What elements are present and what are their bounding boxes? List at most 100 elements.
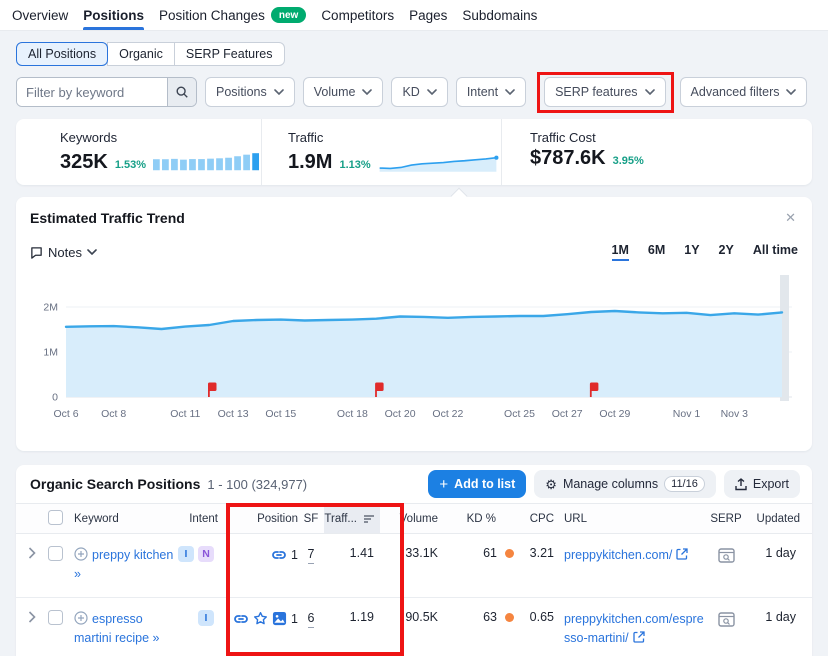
range-2y[interactable]: 2Y <box>718 243 734 257</box>
filter-dropdown-volume[interactable]: Volume <box>302 77 384 107</box>
traffic-pct-cell: 1.19 <box>349 609 374 624</box>
open-keyword-icon[interactable]: » <box>152 631 160 646</box>
note-flag-marker <box>375 382 384 397</box>
sf-value[interactable]: 7 <box>307 547 315 564</box>
metric-traffic[interactable]: Traffic 1.9M 1.13% <box>262 119 502 185</box>
view-serp-icon[interactable] <box>717 612 735 627</box>
svg-text:Oct 29: Oct 29 <box>599 408 630 420</box>
row-checkbox[interactable] <box>48 609 63 625</box>
chevron-down-icon <box>786 89 797 95</box>
view-serp-icon[interactable] <box>717 548 735 563</box>
add-keyword-icon[interactable] <box>74 547 88 561</box>
external-link-icon[interactable] <box>676 548 689 560</box>
external-link-icon[interactable] <box>632 631 645 643</box>
column-cpc[interactable]: CPC <box>529 512 554 525</box>
segment-all-positions[interactable]: All Positions <box>16 42 109 66</box>
sort-descending-icon <box>364 514 374 523</box>
metric-traffic-cost[interactable]: Traffic Cost $787.6K 3.95% <box>530 130 644 169</box>
intent-informational-badge[interactable]: I <box>198 609 214 626</box>
column-volume[interactable]: Volume <box>399 512 438 525</box>
expand-row-icon[interactable] <box>28 610 48 626</box>
tab-subdomains[interactable]: Subdomains <box>462 7 538 23</box>
url-link[interactable]: preppykitchen.com/espresso-martini/ <box>564 611 704 646</box>
keyword-link[interactable]: espresso martini recipe <box>74 611 150 646</box>
column-position[interactable]: Position <box>257 512 298 525</box>
filter-dropdown-serp-features[interactable]: SERP features <box>537 72 675 113</box>
intent-navigational-badge[interactable]: N <box>198 546 214 562</box>
range-6m[interactable]: 6M <box>647 243 666 257</box>
svg-text:Oct 6: Oct 6 <box>53 408 78 420</box>
column-traffic-sorted[interactable]: Traff... <box>324 504 380 533</box>
column-intent[interactable]: Intent <box>189 512 218 525</box>
time-range-switcher: 1M 6M 1Y 2Y All time <box>611 243 798 261</box>
expand-row-icon[interactable] <box>28 546 48 562</box>
metric-keywords[interactable]: Keywords 325K 1.53% <box>16 119 262 185</box>
column-sf[interactable]: SF <box>303 512 319 525</box>
intent-cell: I N <box>174 546 218 562</box>
plus-icon: + <box>439 475 449 493</box>
image-pack-feature-icon[interactable] <box>272 611 287 626</box>
tab-position-changes[interactable]: Position Changes new <box>159 0 307 30</box>
intent-cell: I <box>174 609 218 626</box>
filter-dropdown-advanced[interactable]: Advanced filters <box>679 77 808 107</box>
kd-cell: 63 <box>438 610 514 624</box>
position-value: 1 <box>291 548 298 562</box>
notes-dropdown[interactable]: Notes <box>30 245 97 260</box>
tab-positions[interactable]: Positions <box>83 0 144 30</box>
summary-metrics-panel: Keywords 325K 1.53% Traffic 1.9M 1.13% T… <box>16 119 812 205</box>
tab-pages[interactable]: Pages <box>409 7 448 23</box>
table-title: Organic Search Positions <box>30 476 201 492</box>
traffic-trend-chart[interactable]: 0 1M 2M Oct 6 Oct 8 Oct 11 Oct 13 Oct 15 Oct 18 O… <box>30 267 794 429</box>
cpc-cell: 3.21 <box>529 546 554 560</box>
range-1m[interactable]: 1M <box>611 243 629 261</box>
updated-cell: 1 day <box>765 546 796 560</box>
column-updated[interactable]: Updated <box>756 512 800 525</box>
keyword-link[interactable]: preppy kitchen <box>92 548 174 562</box>
svg-text:Oct 22: Oct 22 <box>432 408 463 420</box>
sf-value[interactable]: 6 <box>307 610 315 628</box>
filter-dropdown-positions[interactable]: Positions <box>205 77 295 107</box>
add-keyword-icon[interactable] <box>74 611 88 625</box>
range-all-time[interactable]: All time <box>752 243 798 257</box>
select-all-checkbox[interactable] <box>48 509 63 525</box>
intent-informational-badge[interactable]: I <box>178 546 194 562</box>
keyword-filter-input[interactable] <box>17 78 167 106</box>
trend-panel-title: Estimated Traffic Trend <box>30 210 185 226</box>
new-badge: new <box>270 7 307 23</box>
open-keyword-icon[interactable]: » <box>74 567 81 582</box>
column-kd[interactable]: KD % <box>466 512 496 525</box>
column-serp[interactable]: SERP <box>710 512 742 525</box>
sitelink-feature-icon[interactable] <box>271 547 287 563</box>
manage-columns-button[interactable]: ⚙ Manage columns 11/16 <box>534 470 716 498</box>
export-button[interactable]: Export <box>723 470 800 498</box>
position-type-switcher: All Positions Organic SERP Features <box>16 42 812 66</box>
svg-text:1M: 1M <box>43 347 58 359</box>
url-cell: preppykitchen.com/espresso-martini/ <box>554 610 704 649</box>
tab-competitors[interactable]: Competitors <box>321 7 395 23</box>
keywords-value: 325K <box>60 151 108 173</box>
add-to-list-button[interactable]: + Add to list <box>428 470 527 498</box>
filter-dropdown-intent[interactable]: Intent <box>455 77 527 107</box>
filters-bar: Positions Volume KD Intent SERP features… <box>16 72 812 113</box>
review-star-feature-icon[interactable] <box>253 611 268 626</box>
search-icon[interactable] <box>167 78 196 106</box>
segment-organic[interactable]: Organic <box>107 42 175 66</box>
estimated-traffic-trend-panel: Estimated Traffic Trend ✕ Notes 1M 6M 1Y… <box>16 197 812 451</box>
note-flag-icon <box>31 246 42 259</box>
row-checkbox[interactable] <box>48 546 63 561</box>
close-icon[interactable]: ✕ <box>785 210 796 225</box>
sf-cell: 7 <box>298 546 324 564</box>
kd-difficulty-dot <box>505 549 514 558</box>
tab-overview[interactable]: Overview <box>12 7 69 23</box>
svg-text:Oct 8: Oct 8 <box>101 408 126 420</box>
sitelink-feature-icon[interactable] <box>233 611 249 627</box>
column-keyword[interactable]: Keyword <box>74 512 119 525</box>
url-link[interactable]: preppykitchen.com/ <box>564 548 673 562</box>
range-1y[interactable]: 1Y <box>684 243 700 257</box>
note-flag-marker <box>589 382 599 397</box>
filter-dropdown-kd[interactable]: KD <box>391 77 448 107</box>
serp-cell <box>704 610 748 627</box>
segment-serp-features[interactable]: SERP Features <box>173 42 285 66</box>
keywords-change: 1.53% <box>114 159 147 171</box>
column-url[interactable]: URL <box>564 512 588 525</box>
